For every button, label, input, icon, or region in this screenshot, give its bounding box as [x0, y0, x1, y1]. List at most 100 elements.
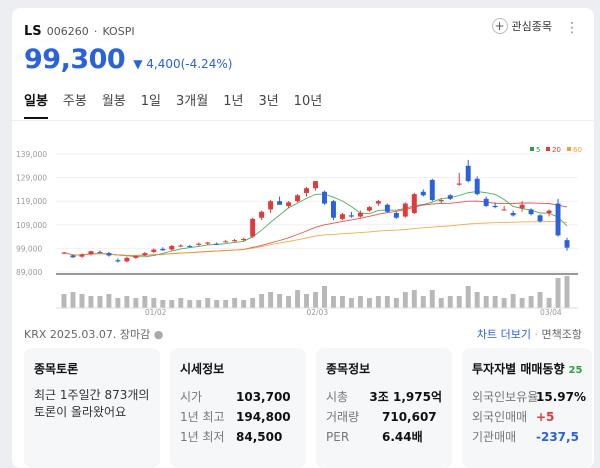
candle-body [277, 201, 283, 205]
price-chart[interactable]: 139,000 129,000 119,000 109,000 99,000 89,000… [12, 126, 594, 317]
x-tick-label: 01/02 [145, 308, 167, 316]
quote-row-open: 시가 103,700 [180, 387, 296, 407]
volume-bar [402, 292, 408, 308]
volume-bar [232, 298, 238, 308]
legend-swatch [546, 147, 550, 151]
disclaimer-link[interactable]: 면책조항 [541, 328, 582, 341]
tab-divider [12, 120, 594, 121]
volume-bar [384, 296, 390, 308]
investor-label: 외국인매매 [472, 410, 528, 424]
stock-code: 006260 [46, 25, 89, 38]
investor-row-institution: 기관매매 -237,5 [472, 427, 582, 447]
volume-bar [241, 300, 247, 308]
volume-bar [142, 296, 148, 308]
candle-body [205, 242, 211, 244]
candle-body [339, 214, 345, 219]
candle-body [501, 209, 507, 211]
quote-row-low: 1년 최저 84,500 [180, 427, 296, 447]
chart-more-link[interactable]: 차트 더보기 [476, 328, 532, 341]
market-status: KRX 2025.03.07. 장마감 [24, 328, 151, 341]
tab-period[interactable]: 3개월 [176, 94, 209, 109]
candle-body [474, 178, 480, 195]
volume-bar [447, 296, 453, 308]
volume-bar [546, 298, 552, 308]
quote-title: 시세정보 [180, 362, 225, 376]
candle-body [537, 215, 543, 222]
legend-swatch [567, 147, 571, 151]
info-panel[interactable]: 종목정보 시총 3조 1,975억 거래량 710,607 PER 6.44배 [316, 348, 452, 468]
tab-period[interactable]: 월봉 [101, 94, 126, 109]
plus-circle-icon: + [491, 18, 508, 34]
candle-body [61, 252, 67, 254]
volume-bar [375, 296, 381, 308]
legend-label: 60 [573, 146, 582, 154]
tab-period[interactable]: 일봉 [24, 90, 48, 119]
volume-bar [528, 296, 534, 308]
info-row-per: PER 6.44배 [326, 427, 442, 447]
volume-bar [411, 290, 417, 308]
candle-body [483, 198, 489, 206]
x-tick-label: 02/03 [307, 308, 329, 316]
volume-bar [295, 290, 301, 308]
market-name: KOSPI [102, 25, 135, 38]
candle-body [250, 218, 256, 237]
tab-period[interactable]: 3년 [258, 94, 279, 109]
volume-bar [133, 298, 139, 308]
volume-bar [492, 296, 498, 308]
y-tick-label: 129,000 [16, 174, 47, 183]
candle-body [492, 205, 498, 208]
candle-body [393, 213, 399, 218]
volume-bar [331, 296, 336, 308]
investor-label: 기관매매 [472, 430, 517, 444]
investor-panel[interactable]: 투자자별 매매동향 25 외국인보유율 15.97% 외국인매매 +5 기관매매 … [462, 348, 592, 468]
discussion-panel[interactable]: 종목토론 최근 1주일간 873개의 토론이 올라왔어요 [24, 348, 160, 468]
candle-body [447, 195, 453, 199]
tab-period[interactable]: 1일 [140, 94, 161, 109]
y-tick-label: 119,000 [16, 197, 47, 206]
x-tick-label: 03/04 [540, 308, 562, 316]
quote-label: 시가 [180, 390, 203, 404]
candle-body [375, 201, 381, 204]
candle-body [304, 188, 309, 193]
watchlist-button[interactable]: + 관심종목 [491, 18, 552, 34]
volume-bar [268, 292, 274, 308]
candle-body [465, 165, 471, 182]
candle-body [169, 246, 175, 250]
candle-body [402, 203, 408, 217]
candle-body [322, 191, 327, 204]
investor-value: -237,5 [536, 430, 579, 444]
volume-bar [474, 292, 480, 308]
tab-period[interactable]: 주봉 [62, 94, 87, 109]
tab-period[interactable]: 10년 [293, 94, 323, 109]
chart-svg: 139,000 129,000 119,000 109,000 99,000 89,000… [16, 146, 582, 317]
quote-panel[interactable]: 시세정보 시가 103,700 1년 최고 194,800 1년 최저 84,5… [170, 348, 306, 468]
candle-body [348, 215, 354, 217]
investor-value: +5 [536, 410, 555, 424]
stock-card: LS 006260 · KOSPI + 관심종목 ⋮ 99,300 ▼ 4,40… [12, 8, 594, 468]
price-change: ▼ 4,400(-4.24%) [133, 57, 233, 71]
tab-period[interactable]: 1년 [223, 94, 244, 109]
volume-bar [223, 300, 229, 308]
volume-bar [348, 298, 354, 308]
candle-body [438, 200, 444, 202]
candle-body [510, 213, 516, 216]
more-vertical-icon[interactable]: ⋮ [565, 20, 579, 36]
candle-body [88, 251, 94, 255]
volume-bar [88, 296, 94, 308]
legend-swatch [530, 147, 534, 151]
info-row-volume: 거래량 710,607 [326, 407, 442, 427]
candle-body [519, 204, 525, 209]
volume-bar [366, 298, 372, 308]
volume-bar [537, 292, 543, 308]
volume-bar [187, 300, 193, 308]
volume-bar [339, 296, 345, 308]
volume-bar [259, 294, 265, 308]
volume-bar [304, 294, 309, 308]
volume-bar [322, 286, 327, 308]
volume-bar [70, 292, 76, 308]
info-value: 3조 1,975억 [369, 390, 442, 404]
candle-body [223, 241, 229, 243]
volume-bar [250, 298, 256, 308]
investor-title-text: 투자자별 매매동향 [472, 362, 565, 376]
volume-bar [438, 298, 444, 308]
